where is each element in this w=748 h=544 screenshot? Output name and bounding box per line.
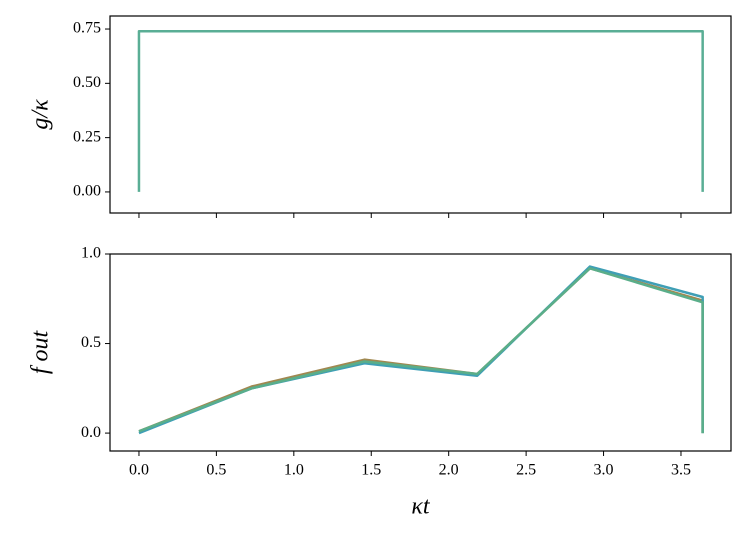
x-tick-label: 1.5 (361, 462, 381, 479)
x-tick-label: 0.0 (129, 462, 149, 479)
y-tick-label: 1.0 (81, 245, 101, 262)
axes-frame (109, 253, 732, 452)
x-tick-label: 0.5 (206, 462, 226, 479)
x-tick-label: 3.5 (671, 462, 691, 479)
x-tick-label: 3.0 (594, 462, 614, 479)
y-axis-label: f out (28, 330, 54, 375)
x-tick-label: 2.5 (516, 462, 536, 479)
y-tick-label: 0.25 (73, 128, 101, 145)
data-line (138, 265, 704, 435)
y-tick-label: 0.75 (73, 20, 101, 37)
data-line (138, 267, 704, 434)
y-tick-label: 0.50 (73, 74, 101, 91)
y-tick-label: 0.0 (81, 424, 101, 441)
x-tick-label: 2.0 (439, 462, 459, 479)
data-line (138, 267, 704, 434)
axes-frame (109, 15, 732, 214)
x-tick-label: 1.0 (284, 462, 304, 479)
y-tick-label: 0.00 (73, 183, 101, 200)
data-line (137, 29, 704, 192)
x-axis-label: κt (411, 494, 431, 520)
y-tick-label: 0.5 (81, 334, 101, 351)
y-axis-label: g/κ (28, 99, 54, 130)
